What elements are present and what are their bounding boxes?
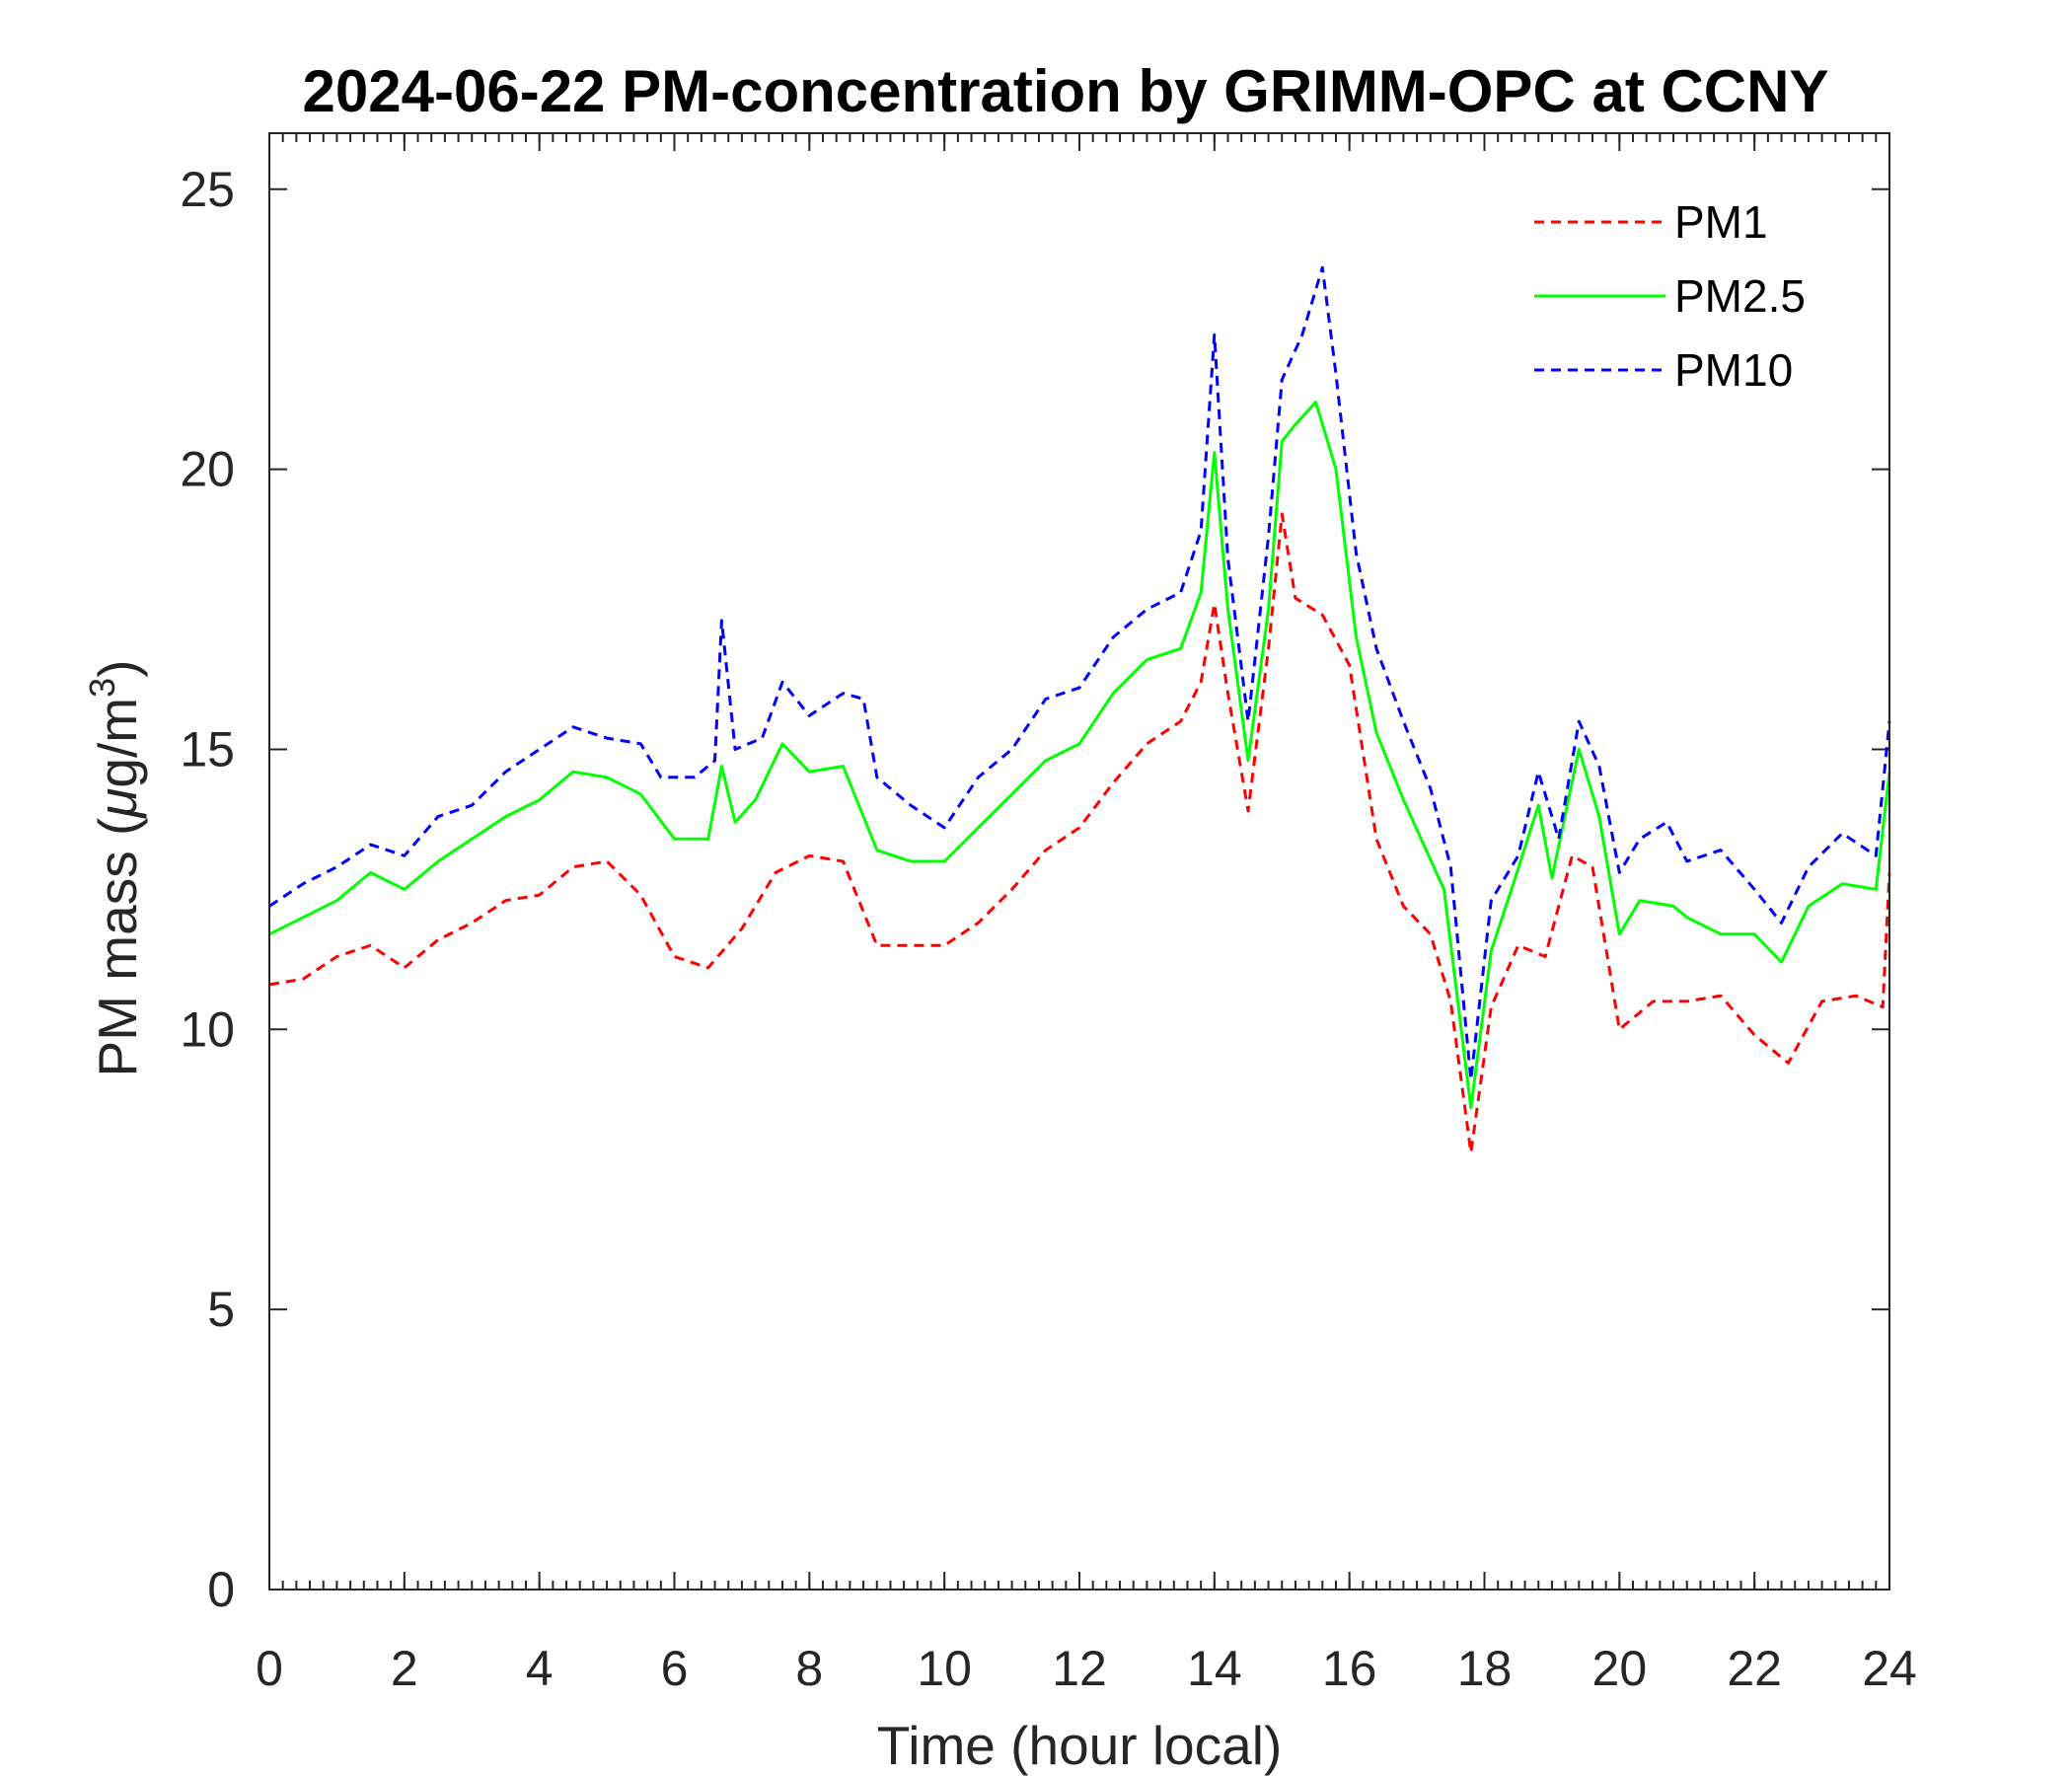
series-line-3 [268,265,1891,1081]
y-tick-labels: 0 5 10 15 20 25 [180,162,235,1617]
y-tick-label: 20 [180,442,235,497]
series-lines [268,265,1891,1154]
y-axis-label-unit: g/m [87,698,148,788]
x-tick-label: 2 [391,1641,418,1696]
x-tick-label: 6 [661,1641,689,1696]
x-tick-label: 10 [917,1641,972,1696]
y-tick-label: 25 [180,162,235,217]
plot-area [269,133,1889,1590]
y-axis-label-close: ) [87,660,148,678]
x-tick-label: 14 [1187,1641,1242,1696]
x-tick-label: 4 [526,1641,554,1696]
legend-label-1: PM1 [1674,196,1768,248]
y-tick-label: 0 [207,1562,235,1617]
y-tick-label: 10 [180,1001,235,1057]
y-axis-label-sup: 3 [82,678,122,698]
x-tick-label: 8 [795,1641,823,1696]
y-axis-label-main: PM mass ( [87,818,148,1077]
x-tick-label: 24 [1862,1641,1917,1696]
y-axis-label: PM mass (μg/m3) [82,660,148,1077]
series-line-1 [268,512,1891,1154]
x-tick-labels: 0 2 4 6 8 10 12 14 16 18 20 22 24 [256,1641,1917,1696]
x-tick-label: 0 [256,1641,283,1696]
legend-label-2: PM2.5 [1674,270,1806,322]
x-tick-label: 12 [1052,1641,1107,1696]
y-tick-label: 15 [180,721,235,777]
y-axis-label-mu: μ [87,788,148,820]
legend-label-3: PM10 [1674,344,1793,396]
chart-title: 2024-06-22 PM-concentration by GRIMM-OPC… [303,58,1829,124]
x-tick-label: 22 [1727,1641,1782,1696]
x-axis-label: Time (hour local) [877,1715,1283,1776]
x-tick-label: 20 [1592,1641,1648,1696]
x-tick-label: 16 [1322,1641,1377,1696]
axes-box [268,132,1890,1591]
series-line-2 [268,401,1891,1110]
y-tick-label: 5 [207,1282,235,1337]
x-tick-label: 18 [1457,1641,1513,1696]
legend: PM1 PM2.5 PM10 [1534,196,1806,396]
